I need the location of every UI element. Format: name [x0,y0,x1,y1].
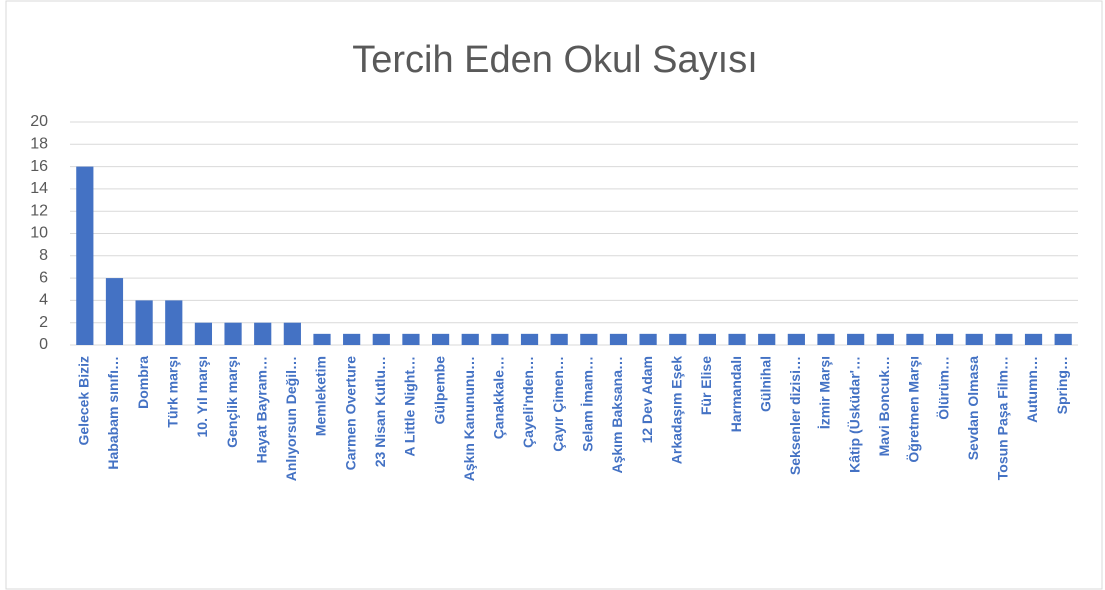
x-tick-label: Für Elise [698,356,714,415]
bar [965,333,983,345]
bar [135,300,153,345]
x-tick-label: Hababam sınıfı… [105,356,121,470]
y-tick-label: 6 [39,269,48,286]
bar [698,333,717,345]
bar [728,333,746,345]
bar [283,322,301,345]
x-tick-label: Ölürüm… [935,356,951,420]
x-tick-label: Memleketim [313,356,329,436]
bar [817,333,835,345]
bar [254,322,272,345]
x-tick-label: Harmandalı [728,356,744,432]
x-tick-label: Çayır Çimen… [550,356,566,452]
bar [876,333,894,345]
y-tick-label: 0 [39,336,48,353]
bar [402,333,420,345]
bar [343,333,361,345]
x-tick-label: Autumn… [1024,356,1040,423]
bar [194,322,213,345]
y-tick-label: 12 [30,202,48,219]
y-tick-label: 2 [39,314,48,331]
bar [787,333,805,345]
x-tick-label: Öğretmen Marşı [906,356,922,463]
x-tick-label: Hayat Bayram… [253,356,269,463]
bar [105,278,124,345]
chart-title: Tercih Eden Okul Sayısı [352,39,758,81]
x-tick-label: Gülnihal [757,356,773,412]
x-tick-label: Gelecek Biziz [76,356,92,446]
bar [758,333,776,345]
bar [1054,333,1072,345]
x-tick-label: Gülpembe [431,356,447,425]
bar [224,322,242,345]
x-tick-label: Tosun Paşa Film… [995,356,1011,480]
chart-frame [5,0,1103,590]
y-tick-label: 8 [39,247,48,264]
bar [669,333,687,345]
bar [165,300,183,345]
x-tick-label: Seksenler dizisi… [787,356,803,475]
x-tick-label: Selam İmam… [580,356,596,452]
x-tick-label: A Little Night… [402,356,418,457]
bar [461,333,479,345]
x-tick-label: Spring… [1054,356,1070,414]
x-tick-label: Aşkın Kanununu… [461,356,477,481]
x-tick-label: Arkadaşım Eşek [668,356,684,464]
x-tick-label: Gençlik marşı [224,356,240,448]
bar [491,333,509,345]
bar [995,333,1013,345]
bar [580,333,598,345]
bar [847,333,865,345]
x-tick-label: 12 Dev Adam [639,356,655,443]
y-tick-label: 4 [39,292,48,309]
x-tick-label: Türk marşı [164,356,180,428]
y-tick-label: 14 [30,180,48,197]
x-tick-label: 23 Nisan Kutlu… [372,356,388,467]
bar [431,333,450,345]
bar [313,333,331,345]
x-tick-label: Carmen Overture [342,356,358,471]
bar [609,333,628,345]
x-tick-label: 10. Yıl marşı [194,356,210,437]
bar [550,333,568,345]
x-tick-label: Mavi Boncuk… [876,356,892,456]
x-tick-label: Anlıyorsun Değil… [283,356,299,481]
x-tick-label: Dombra [135,356,151,409]
x-tick-label: Aşkım Baksana… [609,356,625,474]
bar [906,333,924,345]
x-tick-label: Çanakkale… [491,356,507,439]
y-tick-label: 20 [30,113,48,130]
x-tick-label: Çayeli'nden… [520,356,536,448]
bar [76,166,94,345]
y-tick-label: 16 [30,158,48,175]
bar [520,333,539,345]
y-tick-label: 18 [30,136,48,153]
bar [639,333,657,345]
bar [372,333,390,345]
x-tick-label: Kâtip (Üsküdar'… [846,356,862,473]
bar [1024,333,1043,345]
x-tick-label: Sevdan Olmasa [965,356,981,460]
x-tick-label: İzmir Marşı [817,356,833,429]
y-tick-label: 10 [30,225,48,242]
bar [935,333,954,345]
